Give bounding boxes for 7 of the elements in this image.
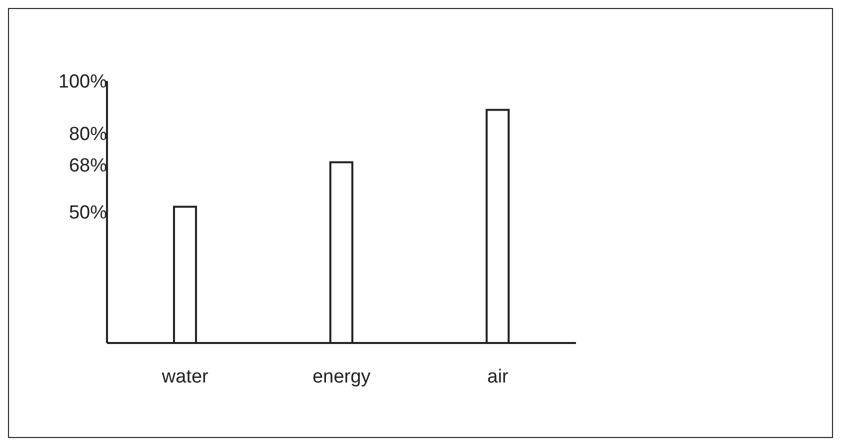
x-tick-label: air xyxy=(487,366,510,388)
x-tick-label: energy xyxy=(312,366,372,388)
x-tick-label: water xyxy=(160,366,210,388)
y-tick-label: 68% xyxy=(68,156,108,177)
y-tick-label: 80% xyxy=(68,124,108,146)
y-tick-label: 100% xyxy=(58,72,108,93)
y-tick-label: 50% xyxy=(68,202,108,224)
